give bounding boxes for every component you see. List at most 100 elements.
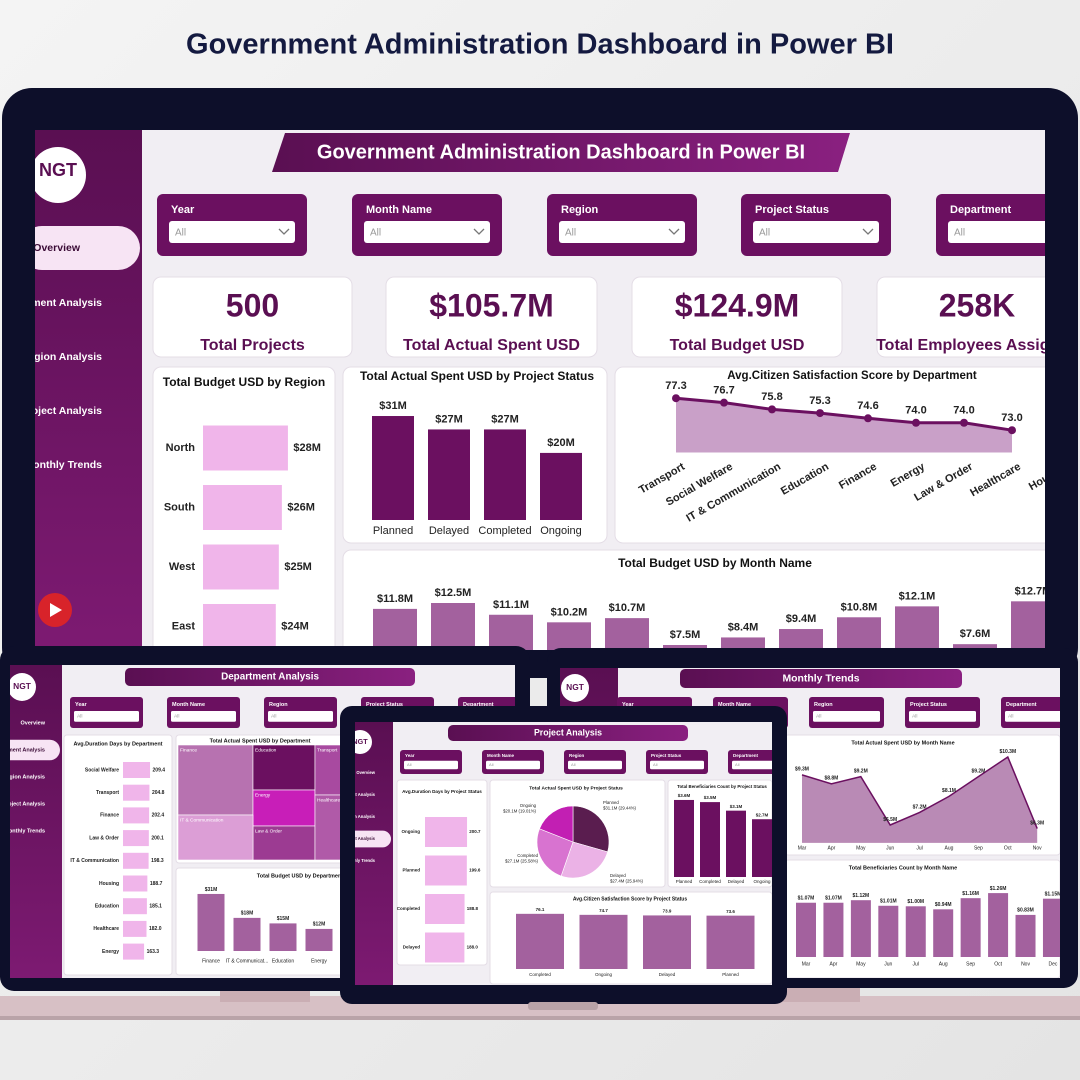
x-tick-label: Planned xyxy=(676,879,693,884)
nav-item[interactable]: Overview xyxy=(33,242,81,254)
x-tick-label: Finance xyxy=(202,958,220,964)
bar xyxy=(895,606,939,650)
data-label: $10.7M xyxy=(609,602,646,614)
nav-item[interactable]: Monthly Trends xyxy=(344,858,376,863)
kpi-value: 500 xyxy=(226,287,279,323)
slice-label: Completed xyxy=(517,853,538,858)
nav-item[interactable]: Overview xyxy=(21,720,46,726)
line xyxy=(675,396,1013,432)
filter-dropdown[interactable] xyxy=(813,710,880,722)
x-tick-label: Completed xyxy=(478,525,531,537)
filter-dropdown[interactable] xyxy=(650,760,704,770)
nav-item[interactable]: Region Analysis xyxy=(21,351,102,363)
filter-dropdown[interactable] xyxy=(1005,710,1072,722)
chart-title: Avg.Duration Days by Department xyxy=(73,741,162,747)
filter-dropdown[interactable] xyxy=(364,221,490,243)
filter-dropdown[interactable] xyxy=(753,221,879,243)
nav-item[interactable]: Department Analysis xyxy=(0,297,102,309)
sidebar xyxy=(355,722,393,985)
kpi-card xyxy=(385,276,598,358)
filter-dropdown[interactable] xyxy=(169,221,295,243)
nav-item[interactable]: Project Analysis xyxy=(343,836,376,841)
filter-dropdown[interactable] xyxy=(948,221,1074,243)
data-label: 73.0 xyxy=(1001,412,1022,424)
chart-title: Total Budget USD by Department xyxy=(257,873,344,879)
tile-label: IT & Communication xyxy=(180,817,224,823)
x-tick-label: Dec xyxy=(1049,961,1058,967)
x-tick-label: Education xyxy=(272,958,294,964)
data-label: $9.4M xyxy=(786,613,817,625)
banner xyxy=(125,668,415,686)
bar xyxy=(489,614,533,650)
bar xyxy=(203,485,282,530)
nav-item[interactable]: Department Analysis xyxy=(0,747,45,753)
slice-label: Ongoing xyxy=(520,803,537,808)
filter-dropdown[interactable] xyxy=(909,710,976,722)
filter-value: All xyxy=(77,714,83,720)
data-label: 204.8 xyxy=(152,790,165,796)
filter-label: Project Status xyxy=(366,702,403,708)
nav-item[interactable]: Region Analysis xyxy=(343,814,376,819)
x-tick-label: Nov xyxy=(1033,845,1042,851)
data-label: $8.8M xyxy=(824,776,838,782)
chart-title: Total Actual Spent USD by Project Status xyxy=(360,369,594,383)
filter-label: Year xyxy=(405,753,415,758)
nav-item[interactable]: Region Analysis xyxy=(2,774,45,780)
bar xyxy=(425,894,465,924)
x-tick-label: Ongoing xyxy=(595,972,613,977)
data-label: $1.01M xyxy=(880,899,897,905)
nav-item[interactable]: Project Analysis xyxy=(2,801,45,807)
filter-dropdown[interactable] xyxy=(74,710,139,722)
data-label: $3.1M xyxy=(730,804,743,809)
filter-dropdown[interactable] xyxy=(268,710,333,722)
pie-slice xyxy=(560,841,608,879)
data-label: 188.0 xyxy=(467,945,479,950)
kpi-value: $124.9M xyxy=(675,287,800,323)
filter-dropdown[interactable] xyxy=(732,760,786,770)
tile-label: Law & Order xyxy=(255,828,282,834)
nav-item[interactable]: Monthly Trends xyxy=(4,828,45,834)
y-tick-label: Ongoing xyxy=(402,829,421,834)
nav-item[interactable]: Monthly Trends xyxy=(24,459,102,471)
nav-item[interactable]: Department Analysis xyxy=(333,792,376,797)
chart-title: Total Budget USD by Region xyxy=(163,375,325,389)
nav-selected xyxy=(10,739,60,761)
data-label: 202.4 xyxy=(152,813,165,819)
nav-item[interactable]: Overview xyxy=(356,770,375,775)
data-label: $27.4M (25.94%) xyxy=(610,879,644,884)
point xyxy=(720,398,728,407)
filter-label: Year xyxy=(622,702,634,708)
device-base-rim xyxy=(0,1016,1080,1020)
y-tick-label: South xyxy=(164,501,195,513)
data-label: 76.1 xyxy=(536,907,545,912)
bar xyxy=(123,784,150,801)
x-tick-label: Delayed xyxy=(659,972,676,977)
filter-dropdown[interactable] xyxy=(568,760,622,770)
bar xyxy=(269,923,297,951)
data-label: $25M xyxy=(284,561,312,573)
filter-dropdown[interactable] xyxy=(559,221,685,243)
data-label: $0.83M xyxy=(1017,908,1034,914)
logo-text: NGT xyxy=(39,160,77,180)
line xyxy=(801,755,1038,829)
slice-label: Planned xyxy=(603,800,619,805)
monitor-stand xyxy=(220,988,310,1002)
bar xyxy=(726,810,746,877)
nav-item[interactable]: Project Analysis xyxy=(21,405,102,417)
filter-dropdown[interactable] xyxy=(486,760,540,770)
bar xyxy=(605,618,649,650)
data-label: 209.4 xyxy=(153,767,166,773)
data-label: $10.2M xyxy=(551,606,588,618)
data-label: 182.0 xyxy=(149,926,162,932)
data-label: $6.3M xyxy=(1030,820,1044,826)
banner xyxy=(272,133,850,172)
filter-dropdown[interactable] xyxy=(404,760,458,770)
data-label: $20M xyxy=(547,437,575,449)
point xyxy=(672,394,680,403)
data-label: $28M xyxy=(293,442,321,454)
nav-selected xyxy=(355,830,391,848)
filter-dropdown[interactable] xyxy=(171,710,236,722)
x-tick-label: Jul xyxy=(913,961,919,967)
area-fill xyxy=(676,398,1012,453)
